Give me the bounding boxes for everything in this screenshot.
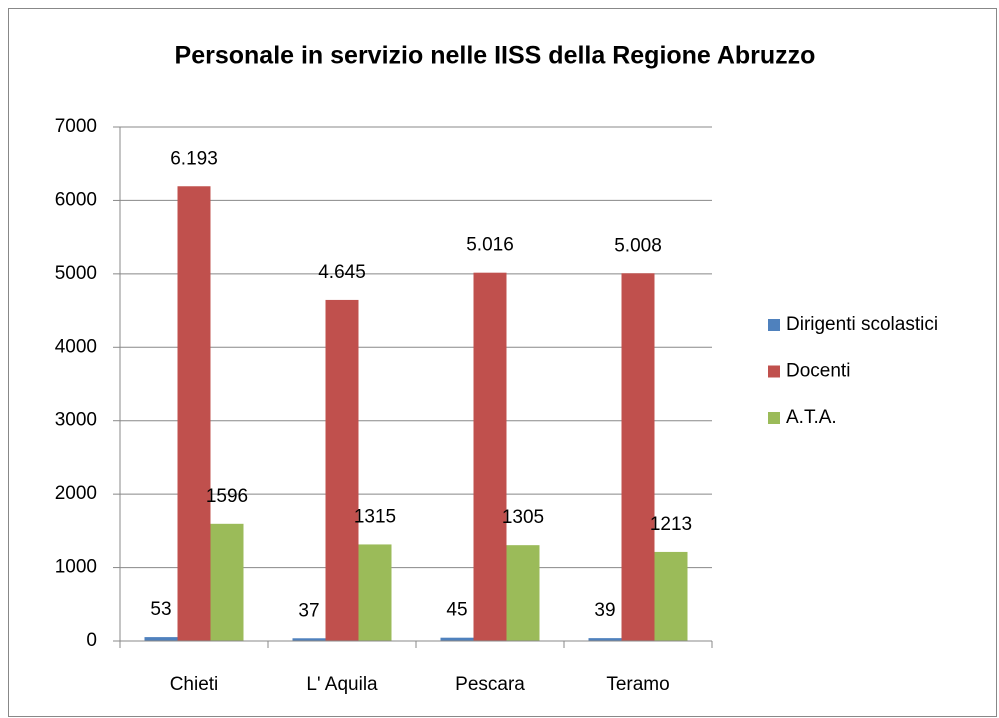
bar: [177, 186, 211, 642]
y-tick-label: 6000: [55, 189, 97, 210]
legend-label: A.T.A.: [786, 407, 837, 428]
y-tick-label: 3000: [55, 410, 97, 431]
bar: [210, 523, 244, 641]
bar: [292, 638, 326, 641]
y-tick-label: 0: [86, 630, 97, 651]
data-label: 45: [446, 600, 467, 621]
data-label: 6.193: [170, 148, 218, 169]
legend-swatch: [768, 365, 780, 378]
y-tick-label: 4000: [55, 336, 97, 357]
data-label: 5.016: [466, 235, 514, 256]
x-tick-label: L' Aquila: [306, 674, 378, 695]
bar: [506, 545, 540, 641]
data-label: 1305: [502, 507, 544, 528]
bar: [654, 551, 688, 641]
bar: [144, 637, 178, 641]
bar: [325, 299, 359, 641]
x-tick-label: Chieti: [170, 674, 219, 695]
y-tick-label: 5000: [55, 263, 97, 284]
bar: [358, 544, 392, 641]
data-label: 4.645: [318, 262, 366, 283]
legend-label: Docenti: [786, 361, 850, 382]
data-label: 53: [150, 599, 171, 620]
legend-label: Dirigenti scolastici: [786, 314, 938, 335]
legend-swatch: [768, 412, 780, 424]
bar: [621, 273, 655, 641]
y-tick-label: 7000: [55, 116, 97, 137]
data-label: 37: [298, 600, 319, 621]
y-tick-label: 2000: [55, 483, 97, 504]
bar: [588, 638, 622, 641]
legend-swatch: [768, 319, 780, 331]
data-label: 39: [594, 600, 615, 621]
data-label: 5.008: [614, 235, 662, 256]
bar: [473, 272, 507, 641]
data-label: 1596: [206, 486, 248, 507]
data-label: 1213: [650, 514, 692, 535]
y-tick-label: 1000: [55, 557, 97, 578]
chart-title: Personale in servizio nelle IISS della R…: [175, 42, 816, 70]
data-label: 1315: [354, 506, 396, 527]
bar: [440, 637, 474, 641]
x-tick-label: Teramo: [606, 674, 669, 695]
x-tick-label: Pescara: [455, 674, 525, 695]
